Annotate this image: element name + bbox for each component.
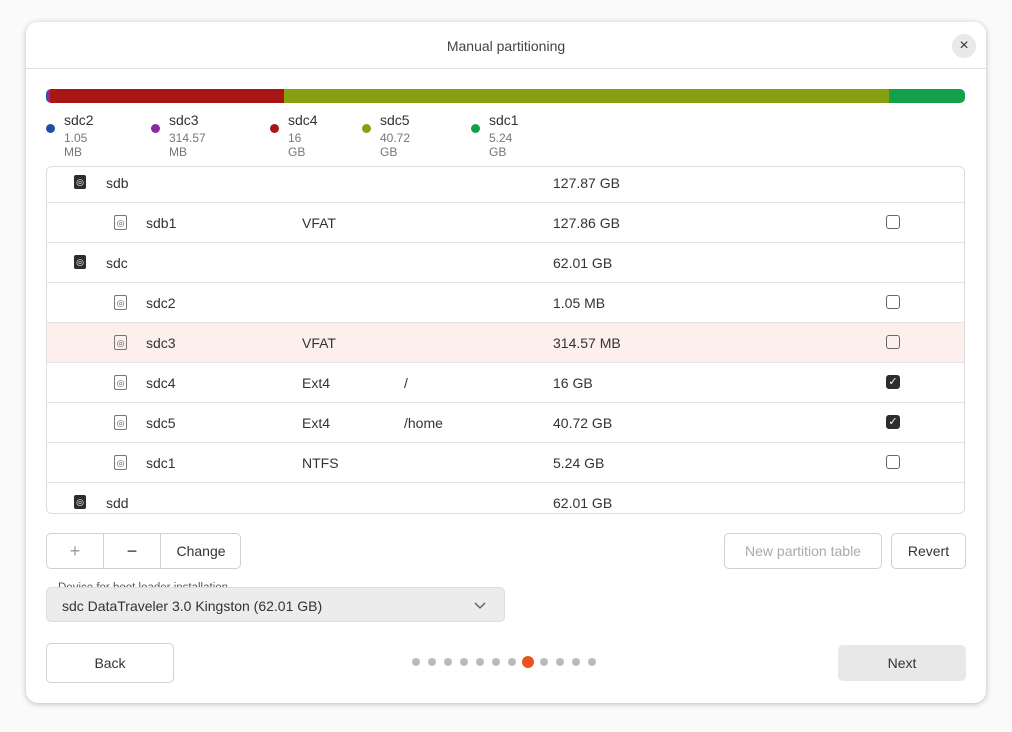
table-row[interactable]: ◎ sdd 62.01 GB [47, 483, 964, 513]
pager-dot[interactable] [588, 658, 596, 666]
add-button[interactable]: + [47, 534, 104, 568]
revert-button[interactable]: Revert [891, 533, 966, 569]
legend-size: 1.05 MB [64, 131, 88, 159]
filesystem: VFAT [302, 215, 336, 231]
legend-dot [151, 124, 160, 133]
table-row[interactable]: ◎ sdb1 VFAT 127.86 GB [47, 203, 964, 243]
partition-icon: ◎ [114, 375, 127, 390]
size: 16 GB [553, 375, 593, 391]
legend-name: sdc4 [288, 112, 318, 128]
table-row[interactable]: ◎ sdb 127.87 GB [47, 167, 964, 203]
pager-dot[interactable] [522, 656, 534, 668]
size: 5.24 GB [553, 455, 605, 471]
size: 127.86 GB [553, 215, 620, 231]
table-row[interactable]: ◎ sdc3 VFAT 314.57 MB [47, 323, 964, 363]
pager-dot[interactable] [476, 658, 484, 666]
partition-table: ◎ sdb 127.87 GB ◎ sdb1 VFAT 127.86 GB ◎ sdc 62.01… [46, 166, 965, 514]
partition-icon: ◎ [114, 295, 127, 310]
mount-point: /home [404, 415, 443, 431]
remove-button[interactable]: − [104, 534, 161, 568]
table-row[interactable]: ◎ sdc2 1.05 MB [47, 283, 964, 323]
format-checkbox[interactable]: ✓ [886, 375, 900, 389]
pager-dot[interactable] [444, 658, 452, 666]
bar-segment [50, 89, 284, 103]
format-checkbox[interactable] [886, 215, 900, 229]
partition-icon: ◎ [114, 455, 127, 470]
partition-icon: ◎ [114, 335, 127, 350]
pager-dot[interactable] [428, 658, 436, 666]
mount-point: / [404, 375, 408, 391]
format-checkbox[interactable] [886, 335, 900, 349]
device-name: sdc2 [146, 295, 176, 311]
size: 62.01 GB [553, 255, 613, 271]
table-row[interactable]: ◎ sdc5 Ext4/home 40.72 GB ✓ [47, 403, 964, 443]
dialog-title: Manual partitioning [446, 38, 566, 54]
pager-dot[interactable] [540, 658, 548, 666]
chevron [474, 602, 486, 609]
disk-icon: ◎ [74, 255, 86, 269]
legend-name: sdc5 [380, 112, 410, 128]
legend-size: 16 GB [288, 131, 306, 159]
pager-dot[interactable] [572, 658, 580, 666]
legend-dot [270, 124, 279, 133]
table-row[interactable]: ◎ sdc4 Ext4 / 16 GB ✓ [47, 363, 964, 403]
pager-dot[interactable] [412, 658, 420, 666]
size: 40.72 GB [553, 415, 613, 431]
bar-segment [47, 89, 50, 103]
device-name: sdc1 [146, 455, 176, 471]
pager-dot[interactable] [508, 658, 516, 666]
bar-segment [284, 89, 889, 103]
dropdown-value: sdc DataTraveler 3.0 Kingston (62.01 GB) [62, 598, 323, 614]
device-name: sdc3 [146, 335, 176, 351]
pager-dot[interactable] [556, 658, 564, 666]
size: 314.57 MB [553, 335, 621, 351]
close-button[interactable]: × [952, 34, 976, 58]
size: 127.87 GB [553, 175, 620, 191]
pager-dot[interactable] [460, 658, 468, 666]
legend-size: 5.24 GB [489, 131, 513, 159]
header-separator [26, 68, 986, 69]
legend-name: sdc2 [64, 112, 94, 128]
legend-name: sdc3 [169, 112, 199, 128]
filesystem: NTFS [302, 455, 339, 471]
new-table-button[interactable]: New partition table [724, 533, 882, 569]
bar-segment [889, 89, 965, 103]
filesystem: VFAT [302, 335, 336, 351]
pager-dot[interactable] [492, 658, 500, 666]
legend-size: 40.72 GB [380, 131, 411, 159]
legend-size: 314.57 MB [169, 131, 206, 159]
partition-icon: ◎ [114, 415, 127, 430]
size: 62.01 GB [553, 495, 613, 511]
table-row[interactable]: ◎ sdc1 NTFS 5.24 GB [47, 443, 964, 483]
filesystem: Ext4 [302, 375, 331, 391]
device-name: sdc4 [146, 375, 176, 391]
device-name: sdd [106, 495, 129, 511]
device-name: sdc [106, 255, 128, 271]
format-checkbox[interactable]: ✓ [886, 415, 900, 429]
dialog: Manual partitioning × sdc2 1.05 MB sdc3 314… [26, 22, 986, 703]
device-name: sdc5 [146, 415, 176, 431]
format-checkbox[interactable] [886, 455, 900, 469]
back-button[interactable]: Back [46, 643, 174, 683]
legend-dot [46, 124, 55, 133]
partition-bar [46, 89, 965, 103]
format-checkbox[interactable] [886, 295, 900, 309]
legend-dot [362, 124, 371, 133]
legend-name: sdc1 [489, 112, 519, 128]
button-group: + − Change [46, 533, 241, 569]
disk-icon: ◎ [74, 175, 86, 189]
partition-icon: ◎ [114, 215, 127, 230]
bar-segment [46, 89, 47, 103]
change-button[interactable]: Change [176, 543, 226, 559]
next-button[interactable]: Next [838, 645, 966, 681]
table-row[interactable]: ◎ sdc 62.01 GB [47, 243, 964, 283]
filesystem: Ext4 [302, 415, 331, 431]
disk-icon: ◎ [74, 495, 86, 509]
bootloader-dropdown[interactable]: sdc DataTraveler 3.0 Kingston (62.01 GB) [46, 587, 505, 622]
device-name: sdb1 [146, 215, 177, 231]
size: 1.05 MB [553, 295, 606, 311]
device-name: sdb [106, 175, 129, 191]
legend-dot [471, 124, 480, 133]
